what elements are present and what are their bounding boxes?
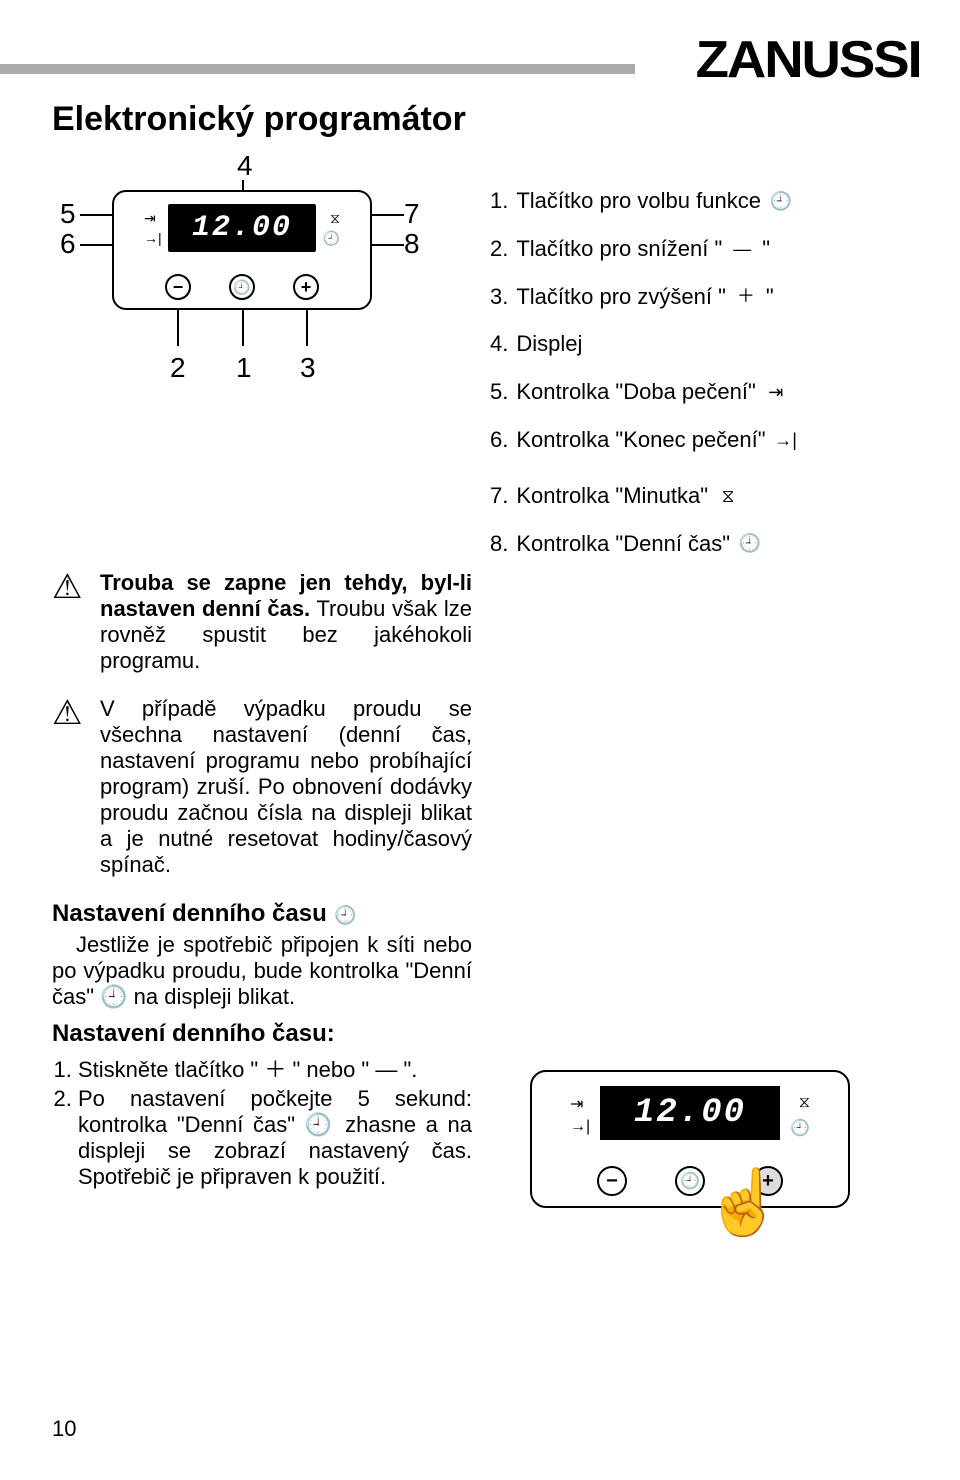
function-list: 1. Tlačítko pro volbu funkce 🕘 2. Tlačít…	[490, 180, 910, 570]
warning-block: ⚠ V případě výpadku proudu se všechna na…	[52, 696, 472, 878]
item-suffix: "	[766, 276, 774, 318]
section-heading: Nastavení denního času 🕘	[52, 900, 472, 928]
clock-icon: 🕘	[333, 905, 357, 926]
button-row: − 🕘 +	[114, 274, 370, 300]
diagram-num-1: 1	[236, 352, 252, 384]
item-num: 4.	[490, 323, 508, 365]
leader-line	[80, 214, 112, 216]
item-suffix: "	[762, 228, 770, 270]
hand-icon: ☝	[704, 1170, 784, 1234]
minus-button[interactable]: −	[597, 1166, 627, 1196]
clock-icon: 🕘	[769, 184, 793, 218]
plus-button[interactable]: +	[293, 274, 319, 300]
clock-icon: 🕘	[323, 230, 340, 247]
item-text: Kontrolka "Denní čas"	[516, 523, 730, 565]
clock-icon: 🕘	[790, 1118, 810, 1138]
setting-diagram: ⇥ →| ⧖ 🕘 12.00 − 🕘 + ☝	[530, 1070, 850, 1270]
heading-text: Nastavení denního času	[52, 900, 327, 927]
diagram-num-5: 5	[60, 198, 76, 230]
item-num: 8.	[490, 523, 508, 565]
diagram-num-2: 2	[170, 352, 186, 384]
mode-button[interactable]: 🕘	[675, 1166, 705, 1196]
control-panel: ⇥ →| ⧖ 🕘 12.00 − 🕘 +	[112, 190, 372, 310]
programmer-diagram: 4 5 6 7 8 ⇥ →| ⧖ 🕘 12.00 − 🕘 + 2 1 3	[52, 160, 432, 440]
end-icon: →|	[144, 230, 162, 246]
body-paragraph: Jestliže je spotřebič připojen k síti ne…	[52, 932, 472, 1010]
item-num: 7.	[490, 475, 508, 517]
item-text: Kontrolka "Konec pečení"	[516, 419, 765, 461]
item-text: Tlačítko pro snížení "	[516, 228, 722, 270]
duration-icon: ⇥	[764, 375, 788, 409]
warning-icon: ⚠	[52, 570, 90, 674]
item-num: 1.	[490, 180, 508, 222]
diagram-num-4: 4	[237, 150, 253, 182]
duration-icon: ⇥	[144, 210, 156, 227]
warning-text: V případě výpadku proudu se všechna nast…	[100, 696, 472, 878]
control-panel: ⇥ →| ⧖ 🕘 12.00 − 🕘 +	[530, 1070, 850, 1208]
item-num: 3.	[490, 276, 508, 318]
lcd-display: 12.00	[600, 1086, 780, 1140]
section-heading: Nastavení denního času:	[52, 1020, 472, 1048]
page-number: 10	[52, 1416, 76, 1442]
leader-line	[242, 310, 244, 346]
brand-logo: ZANUSSI	[695, 30, 920, 90]
warning-text: Trouba se zapne jen tehdy, byl-li nastav…	[100, 570, 472, 674]
warning-block: ⚠ Trouba se zapne jen tehdy, byl-li nast…	[52, 570, 472, 674]
end-icon: →|	[774, 423, 798, 457]
list-item: 2. Tlačítko pro snížení "—"	[490, 228, 910, 270]
list-item: 3. Tlačítko pro zvýšení "＋"	[490, 276, 910, 318]
item-text: Kontrolka "Doba pečení"	[516, 371, 755, 413]
item-text: Displej	[516, 323, 582, 365]
warning-icon: ⚠	[52, 696, 90, 878]
minus-button[interactable]: −	[165, 274, 191, 300]
item-text: Kontrolka "Minutka"	[516, 475, 708, 517]
body-column: ⚠ Trouba se zapne jen tehdy, byl-li nast…	[52, 570, 472, 1192]
list-item: Po nastavení počkejte 5 sekund: kontrolk…	[78, 1086, 472, 1190]
list-item: 1. Tlačítko pro volbu funkce 🕘	[490, 180, 910, 222]
item-num: 5.	[490, 371, 508, 413]
clock-icon: 🕘	[738, 526, 762, 560]
list-item: 8. Kontrolka "Denní čas" 🕘	[490, 523, 910, 565]
list-item: Stiskněte tlačítko " ＋ " nebo " — ".	[78, 1052, 472, 1084]
leader-line	[372, 244, 404, 246]
timer-icon: ⧖	[716, 479, 740, 513]
diagram-num-6: 6	[60, 228, 76, 260]
list-item: 7. Kontrolka "Minutka" ⧖	[490, 475, 910, 517]
list-item: 5. Kontrolka "Doba pečení" ⇥	[490, 371, 910, 413]
mode-button[interactable]: 🕘	[229, 274, 255, 300]
leader-line	[306, 310, 308, 346]
page-title: Elektronický programátor	[52, 100, 466, 139]
minus-icon: —	[730, 232, 754, 266]
list-item: 6. Kontrolka "Konec pečení" →|	[490, 419, 910, 461]
item-text: Tlačítko pro volbu funkce	[516, 180, 761, 222]
leader-line	[177, 310, 179, 346]
end-icon: →|	[570, 1118, 590, 1136]
item-num: 6.	[490, 419, 508, 461]
diagram-num-8: 8	[404, 228, 420, 260]
timer-icon: ⧖	[330, 210, 340, 227]
button-row: − 🕘 +	[532, 1166, 848, 1196]
lcd-display: 12.00	[168, 204, 316, 252]
leader-line	[80, 244, 112, 246]
diagram-num-7: 7	[404, 198, 420, 230]
item-text: Tlačítko pro zvýšení "	[516, 276, 726, 318]
list-item: 4. Displej	[490, 323, 910, 365]
timer-icon: ⧖	[799, 1094, 810, 1112]
item-num: 2.	[490, 228, 508, 270]
header-bar	[0, 64, 635, 74]
steps-list: Stiskněte tlačítko " ＋ " nebo " — ". Po …	[52, 1052, 472, 1190]
diagram-num-3: 3	[300, 352, 316, 384]
duration-icon: ⇥	[570, 1094, 583, 1114]
plus-icon: ＋	[734, 279, 758, 313]
leader-line	[372, 214, 404, 216]
